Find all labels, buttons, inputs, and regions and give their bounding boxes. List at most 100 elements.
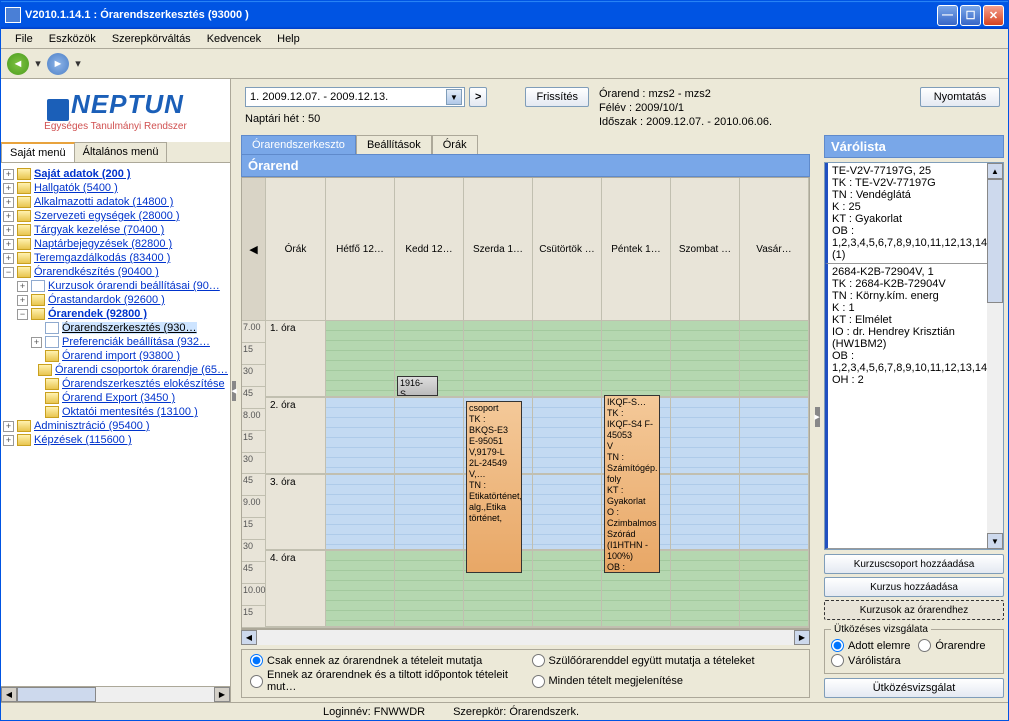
collision-check-button[interactable]: Ütközésvizsgálat <box>824 678 1004 698</box>
collision-schedule[interactable]: Órarendre <box>918 639 985 652</box>
schedule-grid[interactable]: ◀ÓrákHétfő 12…Kedd 12…Szerda 1…Csütörtök… <box>241 177 810 629</box>
tab-settings[interactable]: Beállítások <box>356 135 432 154</box>
minimize-button[interactable]: — <box>937 5 958 26</box>
filter-box: Csak ennek az órarendnek a tételeit muta… <box>241 649 810 698</box>
grid-collapse-left[interactable]: ◀ <box>242 178 266 321</box>
date-range-combo[interactable]: 1. 2009.12.07. - 2009.12.13. ▼ <box>245 87 465 107</box>
schedule-hscroll[interactable]: ◀ ▶ <box>241 629 810 645</box>
event[interactable]: 1916-S… <box>397 376 438 396</box>
tree-item[interactable]: +Saját adatok (200 ) <box>3 167 228 181</box>
tree-item[interactable]: +Képzések (115600 ) <box>3 433 228 447</box>
tree-item[interactable]: Oktatói mentesítés (13100 ) <box>3 405 228 419</box>
titlebar: V2010.1.14.1 : Órarendszerkesztés (93000… <box>1 1 1008 29</box>
waitlist-item[interactable]: TE-V2V-77197G, 25 TK : TE-V2V-77197G TN … <box>825 163 1003 264</box>
tree-item[interactable]: Órarendi csoportok órarendje (65… <box>3 363 228 377</box>
refresh-button[interactable]: Frissítés <box>525 87 589 107</box>
tree-item[interactable]: +Órastandardok (92600 ) <box>3 293 228 307</box>
hscroll-right[interactable]: ▶ <box>794 630 810 645</box>
nav-back-menu[interactable]: ▾ <box>33 54 43 74</box>
grid-day-header: Csütörtök … <box>533 178 602 321</box>
grid-day-header: Vasár… <box>740 178 809 321</box>
vscroll-thumb[interactable] <box>987 179 1003 303</box>
app-window: V2010.1.14.1 : Órarendszerkesztés (93000… <box>0 0 1009 721</box>
dropdown-icon[interactable]: ▼ <box>446 89 462 105</box>
splitter-right[interactable]: ▶ <box>814 135 820 698</box>
left-hscroll[interactable]: ◀ ▶ <box>1 686 230 702</box>
tree-item[interactable]: Órarend Export (3450 ) <box>3 391 228 405</box>
courses-to-schedule-button[interactable]: Kurzusok az órarendhez <box>824 600 1004 620</box>
menu-file[interactable]: File <box>7 31 41 47</box>
filter-parent[interactable]: Szülőórarenddel együtt mutatja a tételek… <box>532 654 802 667</box>
nav-forward-button[interactable]: ► <box>47 53 69 75</box>
tree-item[interactable]: Órarendszerkesztés (930… <box>3 321 228 335</box>
filter-forbidden[interactable]: Ennek az órarendnek és a tiltott időpont… <box>250 669 520 693</box>
menu-role[interactable]: Szerepkörváltás <box>104 31 199 47</box>
day-column[interactable]: 1916-S… <box>395 321 464 628</box>
main-panel: 1. 2009.12.07. - 2009.12.13. ▼ > Frissít… <box>237 79 1008 702</box>
grid-day-header: Szombat … <box>671 178 740 321</box>
tree-item[interactable]: +Naptárbejegyzések (82800 ) <box>3 237 228 251</box>
tree-item[interactable]: Órarendszerkesztés elokészítése <box>3 377 228 391</box>
logo-subtitle: Egységes Tanulmányi Rendszer <box>11 121 220 132</box>
scroll-right-button[interactable]: ▶ <box>214 687 230 702</box>
grid-day-header: Hétfő 12… <box>326 178 395 321</box>
logo-text: NEPTUN <box>71 89 184 119</box>
statusbar: Loginnév: FNWWDR Szerepkör: Órarendszerk… <box>1 702 1008 720</box>
tree-item[interactable]: +Preferenciák beállítása (932… <box>3 335 228 349</box>
tab-editor[interactable]: Órarendszerkeszto <box>241 135 356 154</box>
status-role: Szerepkör: Órarendszerk. <box>439 706 593 718</box>
tree-item[interactable]: −Órarendkészítés (90400 ) <box>3 265 228 279</box>
tree-item[interactable]: +Tárgyak kezelése (70400 ) <box>3 223 228 237</box>
nav-toolbar: ◄ ▾ ► ▾ <box>1 49 1008 79</box>
tree-item[interactable]: +Teremgazdálkodás (83400 ) <box>3 251 228 265</box>
grid-day-header: Szerda 1… <box>464 178 533 321</box>
day-column[interactable] <box>740 321 809 628</box>
vscroll-down[interactable]: ▼ <box>987 533 1003 549</box>
tab-classes[interactable]: Órák <box>432 135 478 154</box>
collision-element[interactable]: Adott elemre <box>831 639 910 652</box>
tree-item[interactable]: +Alkalmazotti adatok (14800 ) <box>3 195 228 209</box>
add-coursegroup-button[interactable]: Kurzuscsoport hozzáadása <box>824 554 1004 574</box>
waitlist-title: Várólista <box>824 135 1004 158</box>
day-column[interactable] <box>533 321 602 628</box>
filter-own[interactable]: Csak ennek az órarendnek a tételeit muta… <box>250 654 520 667</box>
tree-item[interactable]: +Adminisztráció (95400 ) <box>3 419 228 433</box>
filter-all[interactable]: Minden tételt megjelenítése <box>532 669 802 693</box>
nav-tree[interactable]: +Saját adatok (200 )+Hallgatók (5400 )+A… <box>1 163 230 686</box>
tree-item[interactable]: Órarend import (93800 ) <box>3 349 228 363</box>
top-controls: 1. 2009.12.07. - 2009.12.13. ▼ > Frissít… <box>241 83 1004 133</box>
add-course-button[interactable]: Kurzus hozzáadása <box>824 577 1004 597</box>
nav-back-button[interactable]: ◄ <box>7 53 29 75</box>
scroll-left-button[interactable]: ◀ <box>1 687 17 702</box>
close-button[interactable]: ✕ <box>983 5 1004 26</box>
tree-item[interactable]: +Hallgatók (5400 ) <box>3 181 228 195</box>
menu-help[interactable]: Help <box>269 31 308 47</box>
event[interactable]: IKQF-S…TK :IKQF-S4 F-45053VTN :Számítógé… <box>604 395 660 573</box>
menu-tools[interactable]: Eszközök <box>41 31 104 47</box>
print-button[interactable]: Nyomtatás <box>920 87 1000 107</box>
collision-fieldset: Ütközéses vizsgálata Adott elemre Óraren… <box>824 624 1004 674</box>
maximize-button[interactable]: ☐ <box>960 5 981 26</box>
collision-legend: Ütközéses vizsgálata <box>831 624 931 635</box>
go-button[interactable]: > <box>469 87 487 107</box>
tab-own-menu[interactable]: Saját menü <box>1 142 75 162</box>
event[interactable]: csoportTK :BKQS-E3 E-95051V,9179-L 2L-24… <box>466 401 522 573</box>
day-column[interactable]: csoportTK :BKQS-E3 E-95051V,9179-L 2L-24… <box>464 321 533 628</box>
waitlist-item[interactable]: 2684-K2B-72904V, 1 TK : 2684-K2B-72904V … <box>825 264 1003 549</box>
tree-item[interactable]: +Kurzusok órarendi beállításai (90… <box>3 279 228 293</box>
waitlist-vscroll[interactable]: ▲ ▼ <box>987 163 1003 549</box>
tree-item[interactable]: +Szervezeti egységek (28000 ) <box>3 209 228 223</box>
day-column[interactable] <box>326 321 395 628</box>
collision-waitlist[interactable]: Várólistára <box>831 654 997 667</box>
hscroll-left[interactable]: ◀ <box>241 630 257 645</box>
tab-general-menu[interactable]: Általános menü <box>74 142 168 162</box>
day-column[interactable]: IKQF-S…TK :IKQF-S4 F-45053VTN :Számítógé… <box>602 321 671 628</box>
vscroll-up[interactable]: ▲ <box>987 163 1003 179</box>
nav-forward-menu[interactable]: ▾ <box>73 54 83 74</box>
day-column[interactable] <box>671 321 740 628</box>
grid-day-header: Kedd 12… <box>395 178 464 321</box>
waitlist[interactable]: TE-V2V-77197G, 25 TK : TE-V2V-77197G TN … <box>824 162 1004 550</box>
tree-item[interactable]: −Órarendek (92800 ) <box>3 307 228 321</box>
menu-fav[interactable]: Kedvencek <box>199 31 269 47</box>
scroll-thumb[interactable] <box>17 687 96 702</box>
